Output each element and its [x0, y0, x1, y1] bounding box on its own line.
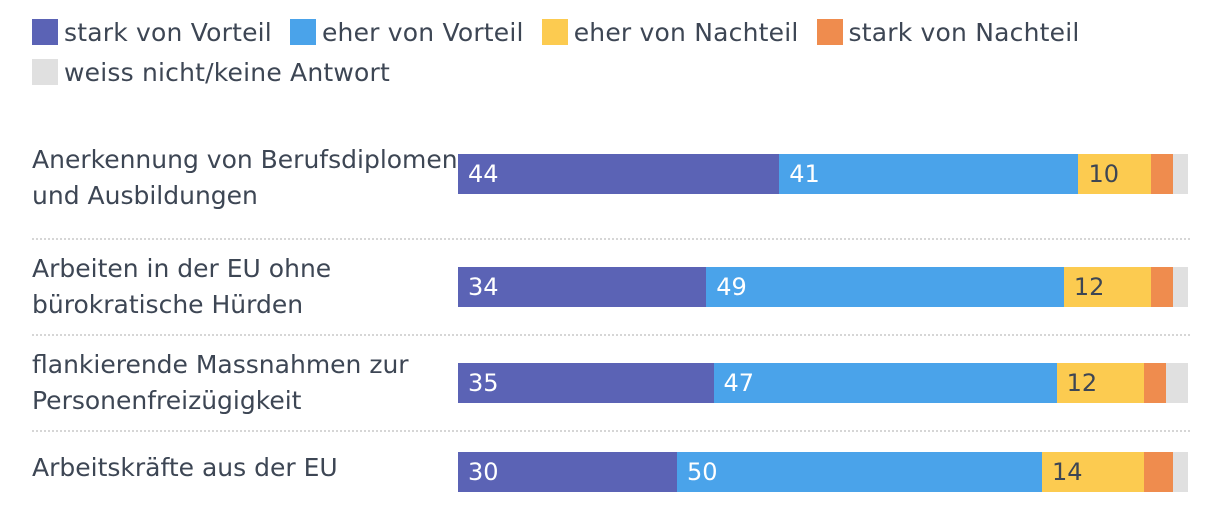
legend-label: weiss nicht/keine Antwort	[64, 57, 391, 87]
legend-item: eher von Nachteil	[541, 17, 799, 47]
legend-swatch	[32, 19, 58, 45]
data-label: 12	[1073, 273, 1105, 301]
data-label: 30	[468, 458, 499, 486]
bar-segment-seg-stark-vorteil: 44	[458, 154, 780, 194]
bar-segment-seg-eher-vorteil: 50	[677, 452, 1042, 492]
legend-swatch	[816, 19, 843, 45]
data-label: 47	[723, 369, 755, 397]
category-label: Arbeitskräfte aus der EU	[32, 453, 338, 482]
bar-segment-seg-weiss-nicht	[1173, 267, 1188, 307]
bar-segment-seg-eher-nachteil: 14	[1042, 452, 1145, 492]
legend-swatch	[541, 19, 568, 45]
bar-segment-seg-stark-nachteil	[1151, 267, 1174, 307]
bar-segment-seg-eher-nachteil: 12	[1063, 267, 1152, 307]
data-label: 41	[789, 160, 820, 188]
bar-segment-seg-weiss-nicht	[1173, 154, 1188, 194]
bar-segment-seg-stark-nachteil	[1144, 452, 1174, 492]
legend-swatch	[289, 19, 316, 45]
legend-label: eher von Vorteil	[321, 17, 524, 47]
data-label: 34	[468, 273, 499, 301]
legend-label: eher von Nachteil	[573, 17, 799, 47]
bar-segment-seg-eher-nachteil: 10	[1078, 154, 1152, 194]
data-label: 35	[468, 369, 499, 397]
legend-swatch	[32, 59, 58, 85]
chart-row: Arbeitskräfte aus der EU 30 50 14	[32, 432, 1190, 504]
data-label: 44	[468, 160, 499, 188]
bar-segment-seg-stark-nachteil	[1144, 363, 1167, 403]
data-label: 14	[1052, 458, 1083, 486]
stacked-bar: 35 47 12	[458, 363, 1188, 403]
bar-segment-seg-eher-vorteil: 47	[713, 363, 1057, 403]
legend: stark von Vorteil eher von Vorteil eher …	[32, 12, 1212, 92]
bar-segment-seg-weiss-nicht	[1166, 363, 1188, 403]
data-label: 10	[1088, 160, 1120, 188]
chart-row: Anerkennung von Berufsdiplomen und Ausbi…	[32, 118, 1190, 240]
bar-segment-seg-stark-nachteil	[1151, 154, 1174, 194]
legend-row: weiss nicht/keine Antwort	[32, 52, 1212, 92]
legend-item: weiss nicht/keine Antwort	[32, 58, 390, 87]
chart-row: Arbeiten in der EU ohne bürokratische Hü…	[32, 240, 1190, 336]
bar-segment-seg-stark-vorteil: 30	[458, 452, 677, 492]
bar-segment-seg-eher-vorteil: 41	[779, 154, 1079, 194]
stacked-bar-chart: Anerkennung von Berufsdiplomen und Ausbi…	[32, 118, 1190, 504]
stacked-bar: 30 50 14	[458, 452, 1188, 492]
bar-segment-seg-stark-vorteil: 35	[458, 363, 714, 403]
chart-row: flankierende Massnahmen zur Personenfrei…	[32, 336, 1190, 432]
data-label: 12	[1066, 369, 1098, 397]
stacked-bar: 44 41 10	[458, 154, 1188, 194]
category-label: Arbeiten in der EU ohne bürokratische Hü…	[32, 254, 332, 319]
legend-item: eher von Vorteil	[289, 17, 524, 47]
legend-row: stark von Vorteil eher von Vorteil eher …	[32, 12, 1212, 52]
bar-segment-seg-eher-vorteil: 49	[706, 267, 1064, 307]
bar-segment-seg-weiss-nicht	[1173, 452, 1188, 492]
legend-label: stark von Vorteil	[64, 17, 272, 47]
data-label: 50	[687, 458, 718, 486]
stacked-bar: 34 49 12	[458, 267, 1188, 307]
legend-label: stark von Nachteil	[848, 17, 1080, 47]
legend-item: stark von Nachteil	[816, 17, 1080, 47]
bar-segment-seg-stark-vorteil: 34	[458, 267, 707, 307]
data-label: 49	[716, 273, 747, 301]
category-label: flankierende Massnahmen zur Personenfrei…	[32, 350, 409, 415]
bar-segment-seg-eher-nachteil: 12	[1056, 363, 1145, 403]
legend-item: stark von Vorteil	[32, 18, 272, 47]
category-label: Anerkennung von Berufsdiplomen und Ausbi…	[32, 145, 458, 210]
